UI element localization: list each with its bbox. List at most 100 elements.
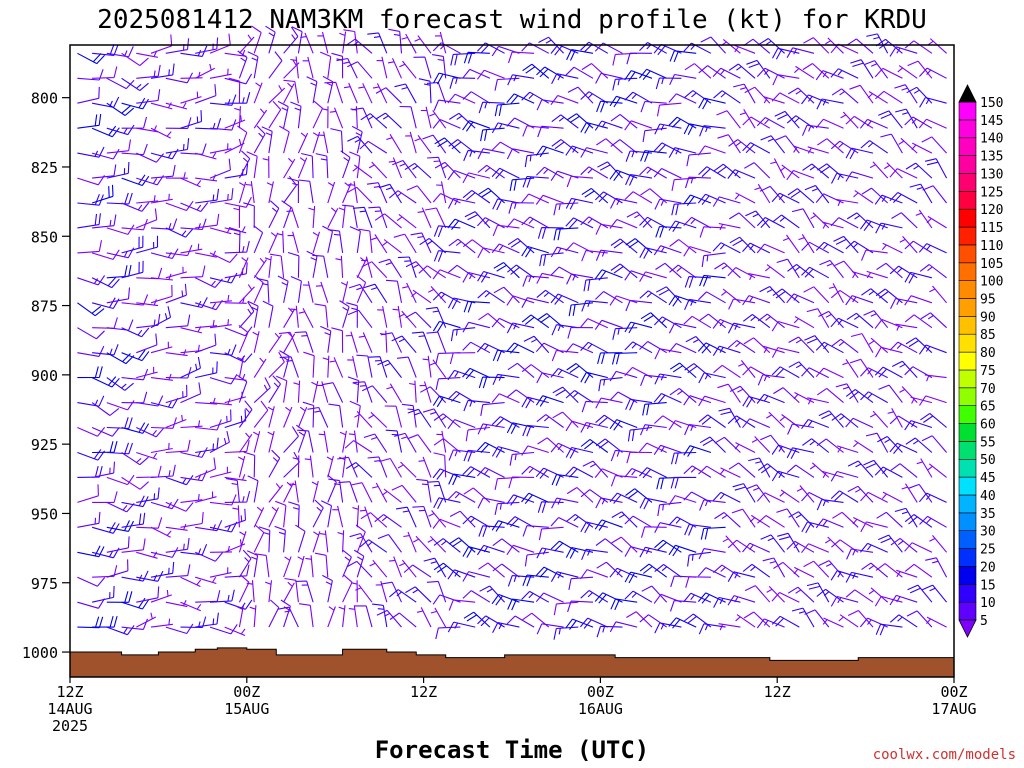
wind-barb bbox=[818, 310, 844, 329]
wind-barb bbox=[106, 625, 135, 636]
wind-barb bbox=[758, 38, 785, 54]
colorbar-max-triangle bbox=[958, 84, 977, 103]
wind-barb bbox=[522, 525, 549, 537]
wind-barb bbox=[713, 564, 741, 578]
wind-barb bbox=[698, 372, 726, 384]
wind-barb bbox=[342, 574, 353, 603]
wind-barb bbox=[435, 31, 447, 54]
wind-barb bbox=[793, 316, 815, 329]
wind-barb bbox=[396, 356, 417, 378]
wind-barb bbox=[756, 117, 785, 129]
wind-barb bbox=[522, 424, 549, 437]
wind-barb bbox=[566, 487, 594, 503]
wind-barb bbox=[833, 260, 859, 279]
wind-barb bbox=[265, 580, 273, 603]
wind-barb bbox=[121, 476, 149, 490]
wind-barb bbox=[308, 205, 316, 228]
wind-barb bbox=[550, 170, 579, 182]
wind-barb bbox=[760, 135, 786, 154]
wind-barb bbox=[195, 152, 217, 160]
x-tick-label: 12Z bbox=[764, 683, 791, 701]
wind-barb bbox=[413, 56, 432, 79]
wind-barb bbox=[165, 102, 188, 110]
wind-barb bbox=[595, 223, 623, 235]
wind-barb bbox=[918, 118, 947, 129]
wind-barb bbox=[550, 367, 579, 379]
wind-barb bbox=[335, 255, 344, 278]
wind-barb bbox=[638, 68, 667, 81]
wind-barb bbox=[735, 614, 756, 628]
wind-barb bbox=[895, 108, 918, 129]
wind-barb bbox=[655, 262, 682, 279]
wind-barb bbox=[779, 164, 800, 179]
wind-barb bbox=[358, 228, 373, 253]
wind-barb bbox=[448, 599, 476, 611]
wind-barb bbox=[343, 29, 358, 54]
wind-barb bbox=[638, 467, 667, 479]
wind-barb bbox=[845, 115, 874, 129]
wind-barb bbox=[180, 601, 202, 612]
wind-barb bbox=[237, 355, 245, 378]
wind-barb bbox=[748, 273, 770, 281]
wind-barb bbox=[209, 430, 230, 453]
wind-barb bbox=[150, 373, 173, 381]
wind-barb bbox=[803, 286, 830, 304]
wind-barb bbox=[597, 161, 623, 179]
wind-barb bbox=[817, 163, 844, 179]
wind-barb bbox=[653, 392, 682, 405]
wind-barb bbox=[818, 410, 844, 428]
wind-barb bbox=[418, 265, 447, 279]
wind-barb bbox=[165, 172, 188, 179]
wind-barb bbox=[462, 189, 491, 204]
wind-barb bbox=[875, 346, 903, 358]
wind-barb bbox=[654, 123, 682, 135]
wind-barb bbox=[815, 341, 844, 354]
wind-barb bbox=[405, 311, 432, 329]
wind-barb bbox=[536, 623, 564, 635]
wind-barb bbox=[121, 452, 149, 466]
wind-barb bbox=[136, 89, 161, 104]
wind-barb bbox=[416, 478, 432, 503]
wind-barb bbox=[609, 567, 638, 578]
wind-barb bbox=[684, 423, 711, 436]
wind-barb bbox=[550, 442, 579, 453]
wind-barb bbox=[816, 438, 844, 453]
wind-barb bbox=[91, 461, 116, 478]
wind-barb bbox=[624, 571, 653, 584]
wind-barb bbox=[195, 188, 220, 204]
wind-barb bbox=[303, 351, 315, 378]
wind-barb bbox=[566, 273, 594, 285]
wind-barb bbox=[302, 401, 315, 428]
wind-barb bbox=[850, 59, 874, 79]
wind-barb bbox=[906, 610, 933, 628]
wind-barb bbox=[889, 46, 918, 57]
wind-barb bbox=[889, 341, 918, 354]
wind-barb bbox=[919, 96, 947, 108]
wind-barb bbox=[462, 68, 491, 79]
wind-barb bbox=[782, 234, 800, 254]
wind-barb bbox=[772, 74, 800, 86]
wind-barb bbox=[910, 396, 933, 404]
wind-barb bbox=[361, 385, 388, 403]
wind-barb bbox=[904, 420, 933, 431]
wind-barb bbox=[346, 186, 373, 204]
wind-barb bbox=[653, 168, 682, 179]
wind-barb bbox=[375, 112, 402, 129]
wind-barb bbox=[610, 263, 638, 279]
wind-barb bbox=[409, 380, 417, 403]
wind-barb bbox=[756, 393, 785, 404]
wind-barb bbox=[165, 244, 193, 257]
wind-barb bbox=[756, 217, 785, 229]
wind-barb bbox=[247, 51, 259, 79]
colorbar-label: 55 bbox=[980, 435, 996, 450]
wind-barb bbox=[317, 31, 329, 54]
wind-barb bbox=[865, 432, 889, 453]
wind-barb bbox=[507, 389, 535, 404]
wind-barb bbox=[774, 135, 800, 154]
wind-barb bbox=[297, 406, 308, 428]
wind-barb bbox=[668, 495, 697, 506]
wind-barb bbox=[307, 406, 329, 428]
wind-barb bbox=[494, 77, 520, 91]
wind-barb bbox=[655, 77, 682, 90]
